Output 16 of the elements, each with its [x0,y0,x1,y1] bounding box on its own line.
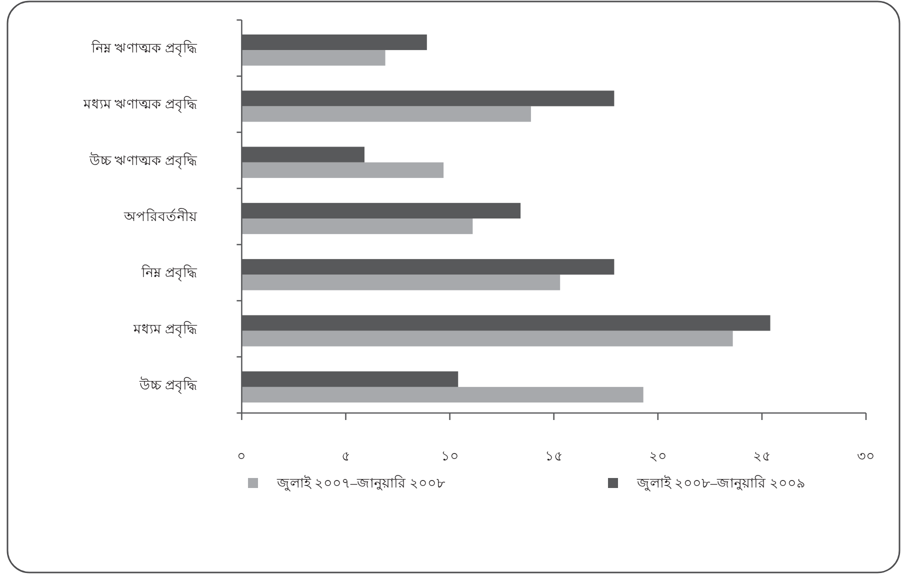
category-label: উচ্চ প্রবৃদ্ধি [140,377,197,392]
tick-label: ২৫ [752,448,771,464]
legend-label: জুলাই ২০০৮–জানুয়ারি ২০০৯ [637,476,806,490]
category-label: উচ্চ ঋণাত্মক প্রবৃদ্ধি [89,152,197,168]
category-label: অপরিবর্তনীয় [124,209,197,224]
tick-label: ৩০ [857,448,875,464]
tick-label: ২০ [648,448,667,464]
tick-label: ১৫ [544,448,563,464]
tick-label: ১০ [440,448,459,464]
tick-label: ৫ [341,448,350,464]
category-label: মধ্যম প্রবৃদ্ধি [134,321,197,336]
tick-label: ০ [237,448,246,464]
category-label: নিম্ন প্রবৃদ্ধি [142,265,197,280]
category-label: মধ্যম ঋণাত্মক প্রবৃদ্ধি [83,96,197,112]
legend-label: জুলাই ২০০৭–জানুয়ারি ২০০৮ [277,476,446,490]
category-label: নিম্ন ঋণাত্মক প্রবৃদ্ধি [91,40,197,56]
